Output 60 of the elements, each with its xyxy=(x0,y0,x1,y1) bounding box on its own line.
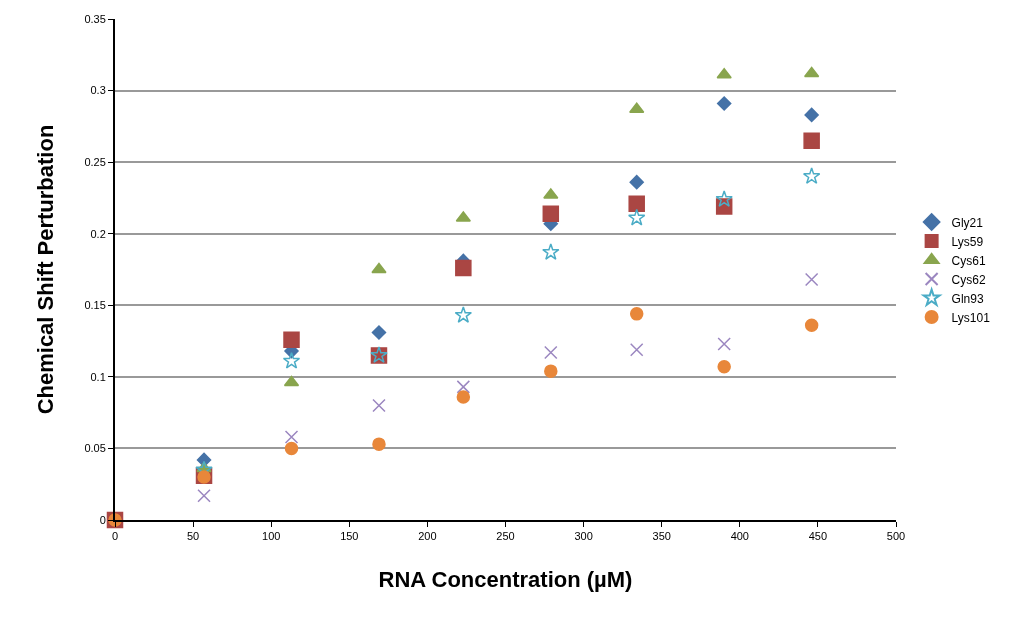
point xyxy=(628,195,645,212)
point xyxy=(283,375,300,387)
x-tick-label: 300 xyxy=(574,530,593,543)
point xyxy=(456,380,471,394)
point xyxy=(717,337,731,351)
point xyxy=(717,360,731,374)
point xyxy=(716,96,732,111)
point xyxy=(803,66,820,78)
y-tick-label: 0.35 xyxy=(84,12,106,25)
point xyxy=(371,325,387,340)
x-axis-title: RNA Concentration (µM) xyxy=(378,566,633,592)
point xyxy=(283,331,300,348)
point xyxy=(804,318,819,333)
point xyxy=(715,190,733,207)
point xyxy=(454,306,473,323)
point xyxy=(456,390,471,404)
point xyxy=(544,364,558,378)
point xyxy=(371,262,387,274)
x-tick-label: 0 xyxy=(111,530,119,543)
point xyxy=(544,345,558,360)
point xyxy=(804,107,819,123)
y-tick-label: 0.2 xyxy=(90,227,106,240)
y-axis-title: Chemical Shift Perturbation xyxy=(32,124,58,415)
point xyxy=(372,437,386,451)
point xyxy=(284,430,299,444)
legend-label: Gly21 xyxy=(951,215,984,230)
point xyxy=(627,208,646,226)
x-tick-label: 50 xyxy=(186,530,200,543)
y-tick-label: 0.05 xyxy=(84,442,106,455)
point xyxy=(542,205,560,222)
point xyxy=(282,351,301,369)
x-tick-label: 200 xyxy=(418,530,437,543)
legend-label: Cys62 xyxy=(951,272,986,287)
x-tick-label: 100 xyxy=(262,530,281,543)
x-tick-label: 350 xyxy=(652,530,671,543)
x-tick-label: 150 xyxy=(340,530,359,543)
legend-label: Gln93 xyxy=(951,291,984,306)
x-tick-label: 500 xyxy=(886,530,906,543)
legend-label: Cys61 xyxy=(951,253,986,268)
point xyxy=(284,441,299,456)
legend-label: Lys59 xyxy=(951,234,984,249)
point xyxy=(802,167,821,185)
point xyxy=(803,132,820,149)
x-tick-label: 450 xyxy=(808,530,828,543)
x-tick-label: 400 xyxy=(730,530,749,543)
point xyxy=(629,307,644,321)
x-tick-label: 250 xyxy=(496,530,515,543)
point xyxy=(455,259,472,277)
point xyxy=(629,342,644,357)
point xyxy=(372,398,386,413)
point xyxy=(542,243,560,260)
point xyxy=(629,174,644,190)
y-tick-label: 0.25 xyxy=(84,155,106,168)
y-tick-label: 0 xyxy=(99,513,106,526)
y-tick-label: 0.1 xyxy=(90,370,106,383)
point xyxy=(804,272,819,287)
point xyxy=(197,488,211,503)
y-tick-label: 0.15 xyxy=(84,299,106,312)
legend-label: Lys101 xyxy=(951,310,991,325)
y-tick-label: 0.3 xyxy=(90,84,106,97)
